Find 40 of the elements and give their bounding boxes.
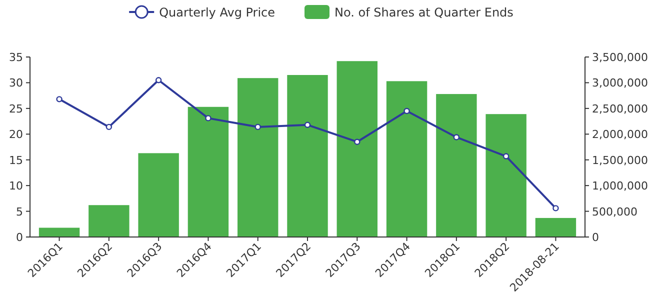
- bar: [38, 228, 80, 237]
- y-tick-label: 25: [9, 102, 23, 116]
- bar: [287, 75, 328, 237]
- bar: [188, 106, 229, 237]
- point: [453, 134, 460, 140]
- y-tick-label: 15: [9, 154, 23, 167]
- y-tick-label: 0: [16, 231, 23, 244]
- bar: [238, 78, 278, 237]
- y-tick-label: 20: [9, 128, 23, 142]
- point: [552, 205, 559, 212]
- point: [155, 77, 162, 84]
- y2-tick-label: 500,000: [592, 205, 638, 218]
- bar: [535, 218, 576, 237]
- y2-tick-label: 1,000,000: [592, 180, 648, 193]
- legend-label: Quarterly Avg Price: [159, 6, 276, 20]
- y2-tick-label: 3,000,000: [592, 76, 648, 90]
- y2-tick-label: 3,500,000: [592, 51, 648, 64]
- point: [205, 115, 212, 122]
- y2-tick-label: 2,500,000: [592, 102, 648, 116]
- point: [304, 122, 311, 128]
- point: [354, 138, 360, 145]
- y2-tick-label: 0: [592, 231, 599, 244]
- point: [502, 153, 510, 160]
- y2-tick-label: 2,000,000: [592, 128, 648, 142]
- y-tick-label: 5: [16, 205, 23, 218]
- y-tick-label: 35: [9, 51, 23, 64]
- point: [404, 108, 410, 114]
- point: [56, 96, 62, 102]
- y-tick-label: 10: [9, 180, 23, 193]
- bar: [138, 153, 179, 237]
- point: [106, 124, 112, 130]
- legend-label: No. of Shares at Quarter Ends: [334, 6, 514, 20]
- bar: [336, 61, 378, 237]
- bar: [436, 94, 477, 237]
- bar: [88, 205, 130, 237]
- y2-tick-label: 1,500,000: [592, 154, 648, 167]
- bar: [386, 81, 428, 237]
- y-tick-label: 30: [9, 76, 23, 90]
- bar: [486, 114, 526, 237]
- point: [254, 124, 261, 130]
